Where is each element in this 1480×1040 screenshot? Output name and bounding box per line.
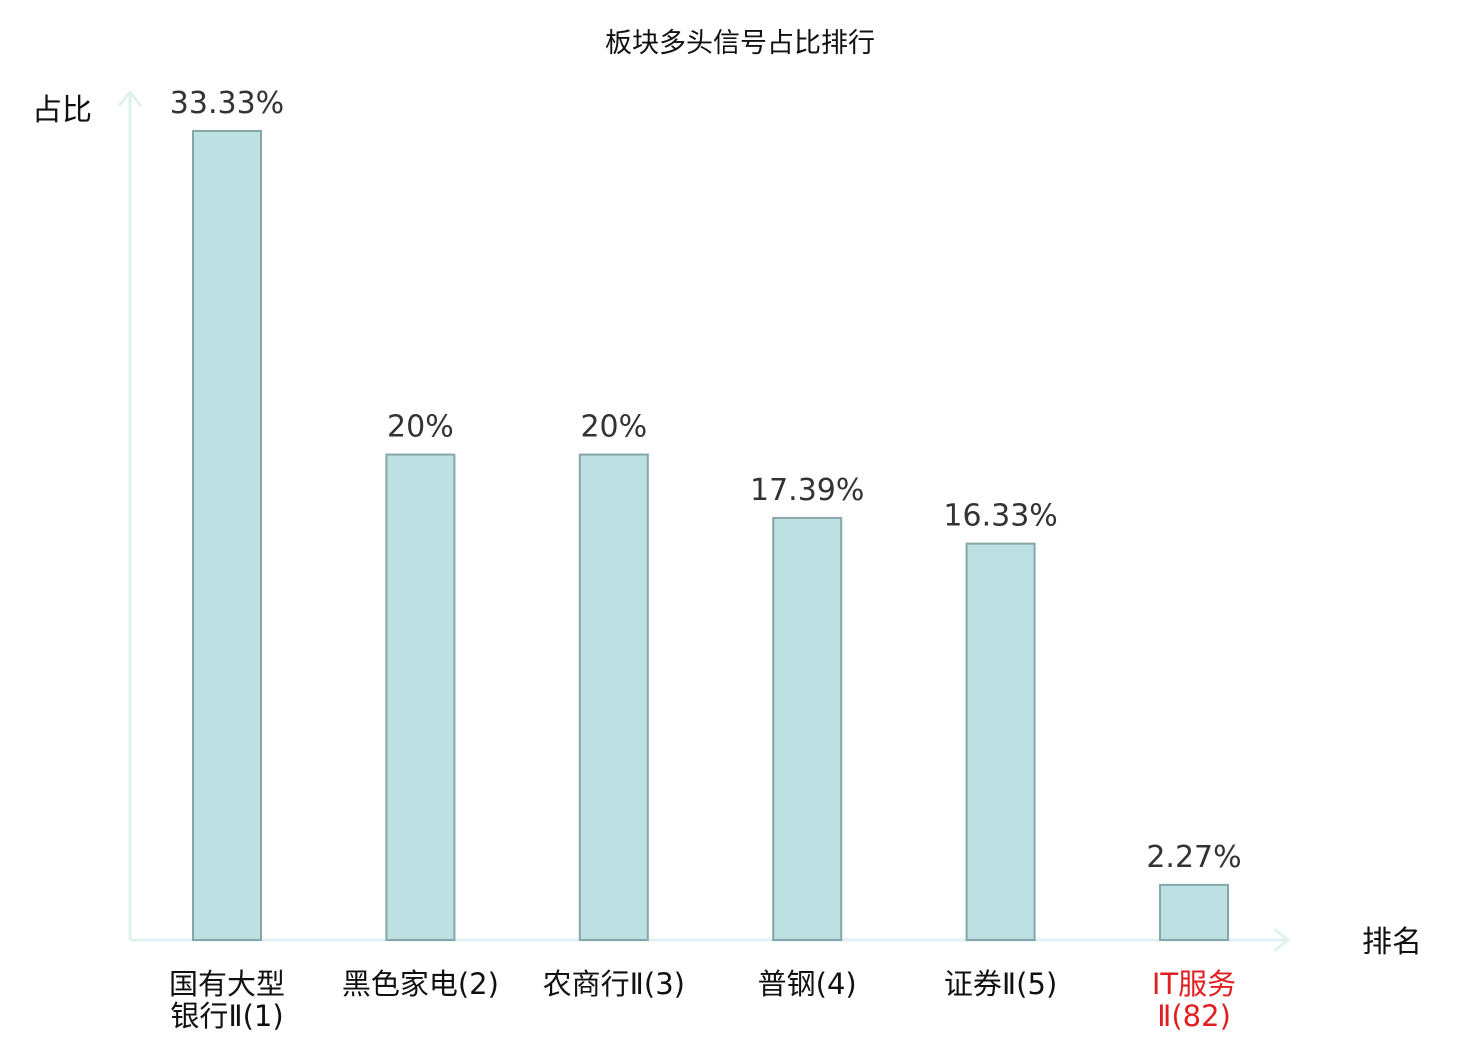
value-label-1: 33.33% [170,86,284,121]
bar-4 [772,516,843,941]
bar-2 [385,453,456,941]
y-axis-label: 占比 [32,93,92,128]
category-label-6-line-1: IT服务 [1152,967,1236,1001]
bar-3 [578,453,649,941]
category-label-5-line-1: 证券Ⅱ(5) [944,967,1057,1001]
value-label-5: 16.33% [943,499,1057,534]
bar-5 [965,542,1036,942]
category-label-6-line-2: Ⅱ(82) [1157,999,1231,1033]
value-label-6: 2.27% [1146,840,1241,875]
bar-6 [1159,883,1229,942]
bars-group [192,130,1229,942]
chart-title: 板块多头信号占比排行 [605,28,875,59]
x-axis-arrow [1273,927,1291,953]
category-label-4-line-1: 普钢(4) [758,967,857,1001]
value-label-2: 20% [387,410,454,445]
value-labels-group: 33.33% 20% 20% 17.39% 16.33% 2.27% [170,86,1242,875]
value-label-3: 20% [580,410,647,445]
category-label-1-line-1: 国有大型 [169,967,285,1001]
x-axis-label: 排名 [1362,925,1422,960]
category-label-2-line-1: 黑色家电(2) [342,967,499,1001]
bar-1 [192,130,262,941]
category-label-1-line-2: 银行Ⅱ(1) [170,999,283,1033]
y-axis-arrow [117,89,143,107]
category-label-3-line-1: 农商行Ⅱ(3) [543,967,685,1001]
value-label-4: 17.39% [750,473,864,508]
